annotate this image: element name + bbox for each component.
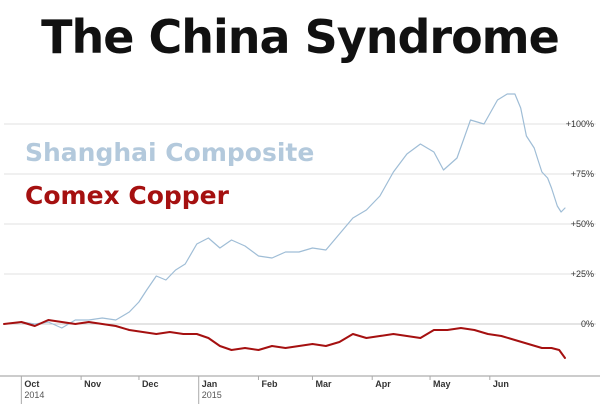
x-tick-label: Jun: [493, 379, 509, 389]
chart-title: The China Syndrome: [41, 10, 560, 64]
y-tick-label: +25%: [571, 269, 594, 279]
x-tick-label: Dec: [142, 379, 159, 389]
series-line-comex-copper: [3, 319, 566, 359]
y-tick-label: +50%: [571, 219, 594, 229]
x-tick-label: Mar: [315, 379, 332, 389]
x-tick-label: May: [433, 379, 451, 389]
x-tick-label: Apr: [375, 379, 391, 389]
x-tick-year-label: 2015: [202, 390, 222, 400]
y-tick-label: 0%: [581, 319, 594, 329]
series-line-shanghai-composite: [3, 93, 566, 329]
legend-comex-copper: Comex Copper: [25, 181, 229, 210]
legend-shanghai-composite: Shanghai Composite: [25, 138, 315, 167]
x-tick-label: Nov: [84, 379, 101, 389]
x-tick-label: Jan: [202, 379, 218, 389]
y-tick-label: +75%: [571, 169, 594, 179]
x-tick-year-label: 2014: [24, 390, 44, 400]
x-tick-label: Feb: [261, 379, 278, 389]
x-tick-label: Oct: [24, 379, 39, 389]
y-tick-label: +100%: [566, 119, 594, 129]
